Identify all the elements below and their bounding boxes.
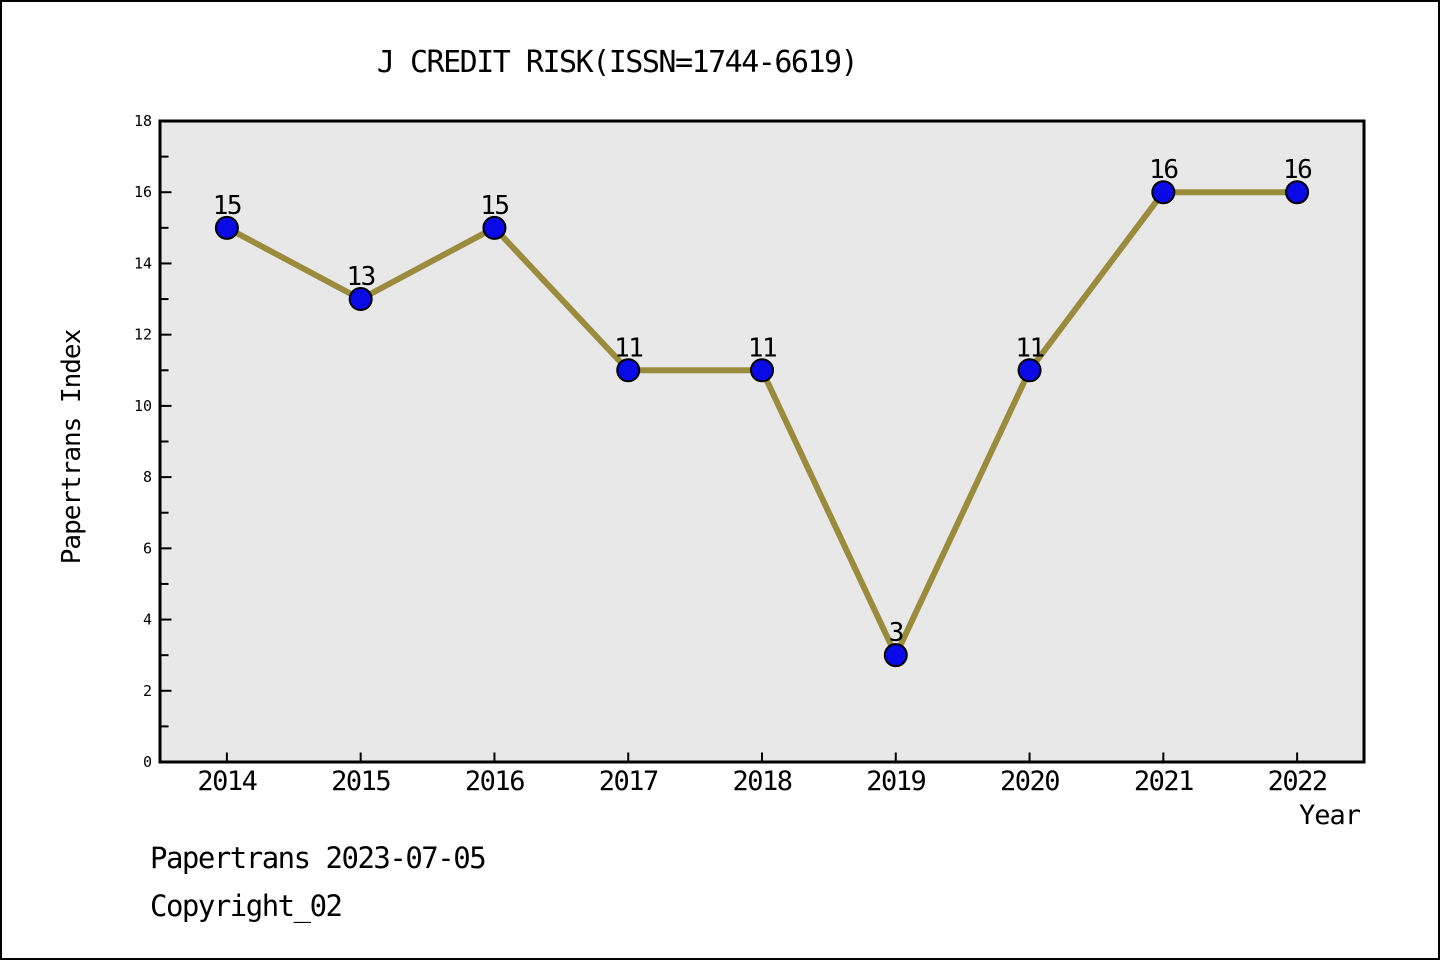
- x-tick-label: 2016: [465, 766, 524, 797]
- x-tick-label: 2019: [866, 766, 925, 797]
- data-point-label: 16: [1149, 155, 1177, 185]
- footer-line-2: Copyright_02: [150, 889, 342, 924]
- data-point-2019: [883, 643, 908, 668]
- y-tick-label: 0: [143, 753, 152, 771]
- data-point-2015: [348, 287, 373, 312]
- y-tick-label: 10: [134, 397, 152, 415]
- plot-frame: [158, 119, 1366, 764]
- data-point-2014: [214, 215, 239, 240]
- x-tick-label: 2015: [331, 766, 390, 797]
- plot-area: 0 2 4 6 8 10 12 14 16 18 2014 2015 2016 2017 2018 2019 2…: [134, 112, 1366, 797]
- y-tick-label: 2: [143, 682, 152, 700]
- data-point-2018: [750, 358, 774, 383]
- data-point-label: 11: [1015, 333, 1043, 363]
- y-tick-label: 6: [143, 539, 152, 557]
- data-point-label: 13: [347, 262, 375, 292]
- data-point-label: 16: [1283, 155, 1311, 185]
- data-point-2017: [616, 358, 641, 383]
- data-point-label: 3: [889, 618, 903, 648]
- data-point-label: 11: [614, 333, 642, 363]
- y-tick-label: 4: [143, 611, 152, 629]
- y-tick-label: 14: [134, 254, 152, 272]
- data-point-label: 15: [213, 191, 241, 221]
- data-point-2022: [1285, 180, 1310, 205]
- x-tick-label: 2022: [1268, 766, 1327, 797]
- y-axis-label: Papertrans Index: [57, 329, 87, 564]
- x-tick-label: 2017: [599, 766, 658, 797]
- y-tick-label: 18: [134, 112, 152, 130]
- data-point-label: 11: [748, 333, 776, 363]
- x-tick-label: 2014: [197, 766, 256, 797]
- y-tick-label: 16: [134, 183, 152, 201]
- footer-line-1: Papertrans 2023-07-05: [150, 841, 485, 875]
- data-point-2020: [1017, 358, 1042, 383]
- x-tick-label: 2018: [732, 766, 791, 797]
- x-tick-label: 2020: [1000, 766, 1059, 797]
- data-point-label: 15: [480, 191, 508, 221]
- chart-title: J CREDIT RISK(ISSN=1744-6619): [377, 45, 857, 80]
- x-axis-label: Year: [1299, 800, 1361, 831]
- y-tick-label: 8: [143, 468, 152, 486]
- y-tick-label: 12: [134, 326, 152, 344]
- data-point-2016: [482, 215, 507, 240]
- x-tick-label: 2021: [1134, 766, 1193, 797]
- data-point-2021: [1151, 180, 1176, 205]
